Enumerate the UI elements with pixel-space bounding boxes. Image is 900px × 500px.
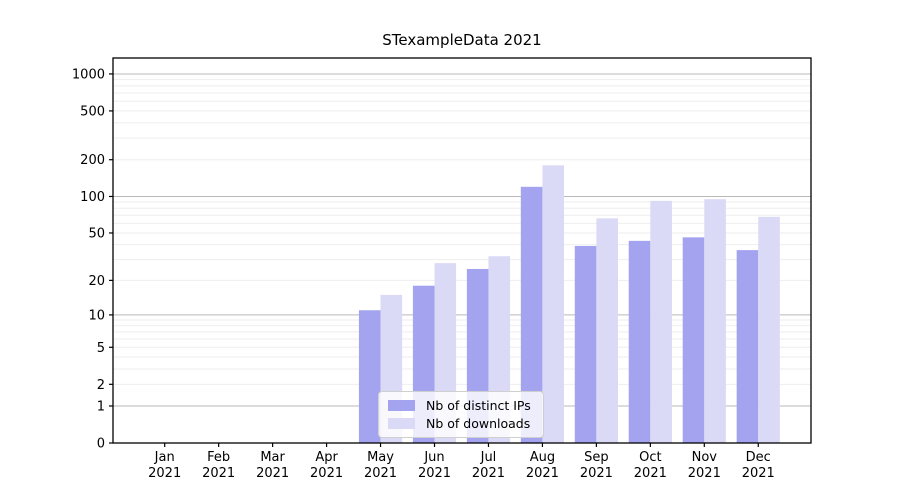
y-tick-label: 20 — [88, 274, 105, 289]
x-tick-label-year: 2021 — [580, 466, 613, 481]
bar-distinct-ips-Nov-2021 — [682, 237, 705, 443]
x-tick-label-year: 2021 — [634, 466, 667, 481]
x-tick-label-month: Apr — [315, 450, 338, 465]
chart-title: STexampleData 2021 — [382, 31, 542, 49]
x-tick-label-year: 2021 — [472, 466, 505, 481]
x-tick-label-month: Feb — [207, 450, 230, 465]
bar-downloads-Aug-2021 — [542, 165, 565, 443]
x-tick-label-month: Sep — [584, 450, 609, 465]
x-tick-label-month: Jul — [480, 450, 497, 465]
x-tick-label-month: Jan — [154, 450, 175, 465]
x-tick-label-year: 2021 — [688, 466, 721, 481]
plot-border — [112, 57, 812, 444]
y-tick-label: 5 — [97, 341, 105, 356]
x-tick-label-month: Jun — [423, 450, 444, 465]
y-tick-label: 0 — [97, 437, 105, 452]
bar-downloads-Sep-2021 — [596, 218, 618, 443]
x-tick-label-year: 2021 — [742, 466, 775, 481]
x-tick-label-year: 2021 — [364, 466, 397, 481]
bar-distinct-ips-Dec-2021 — [736, 250, 759, 443]
x-tick-label-month: Dec — [746, 450, 771, 465]
y-tick-label: 200 — [80, 153, 105, 168]
y-tick-label: 2 — [97, 378, 105, 393]
y-tick-label: 100 — [80, 190, 105, 205]
bar-distinct-ips-Oct-2021 — [628, 240, 651, 443]
x-tick-label-month: Oct — [639, 450, 661, 465]
bar-downloads-Nov-2021 — [704, 199, 726, 443]
bar-distinct-ips-Sep-2021 — [574, 245, 597, 443]
bar-distinct-ips-Aug-2021 — [520, 186, 543, 444]
legend-swatch-distinct-ips — [388, 400, 415, 411]
y-tick-label: 10 — [88, 308, 105, 323]
x-tick-label-month: Aug — [530, 450, 555, 465]
bar-downloads-Dec-2021 — [758, 216, 780, 443]
x-tick-label-month: May — [367, 450, 394, 465]
y-tick-label: 500 — [80, 104, 105, 119]
x-tick-label-year: 2021 — [202, 466, 235, 481]
legend-item-distinct-ips: Nb of distinct IPs — [388, 398, 535, 413]
x-tick-label-month: Nov — [692, 450, 718, 465]
x-tick-label-year: 2021 — [310, 466, 343, 481]
bar-downloads-Oct-2021 — [650, 200, 672, 443]
legend-label-distinct-ips: Nb of distinct IPs — [426, 398, 531, 413]
y-tick-label: 1 — [97, 399, 105, 414]
x-tick-label-year: 2021 — [526, 466, 559, 481]
legend-label-downloads: Nb of downloads — [426, 416, 531, 431]
legend: Nb of distinct IPs Nb of downloads — [378, 391, 544, 438]
y-tick-label: 50 — [88, 226, 105, 241]
bar-distinct-ips-May-2021 — [358, 310, 381, 443]
x-tick-label-year: 2021 — [418, 466, 451, 481]
legend-item-downloads: Nb of downloads — [388, 416, 535, 431]
legend-swatch-downloads — [388, 418, 415, 429]
x-tick-label-year: 2021 — [148, 466, 181, 481]
x-tick-label-year: 2021 — [256, 466, 289, 481]
x-tick-label-month: Mar — [260, 450, 285, 465]
y-tick-label: 1000 — [72, 67, 105, 82]
